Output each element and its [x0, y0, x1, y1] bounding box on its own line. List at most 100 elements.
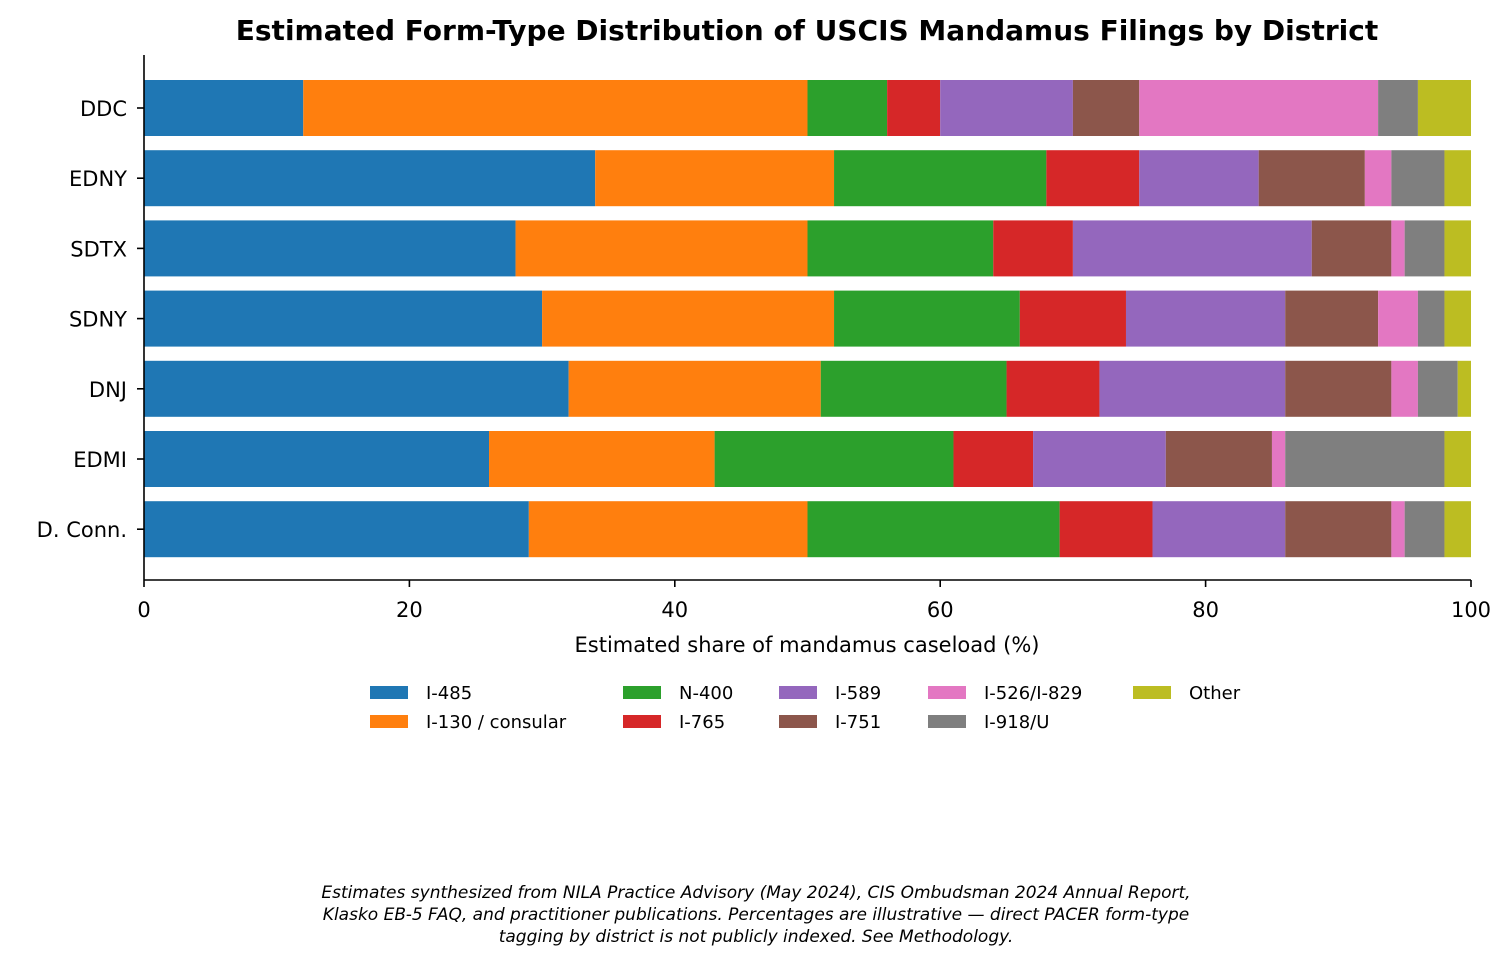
bar-edny-other: [1444, 150, 1471, 207]
x-axis-label: Estimated share of mandamus caseload (%): [575, 633, 1040, 657]
bar-dnj-other: [1457, 360, 1471, 417]
bar-sdtx-other: [1444, 220, 1471, 277]
legend-swatch-i-526-i-829: [928, 686, 966, 699]
bar-d-conn-i-485: [144, 501, 529, 558]
bar-sdny-i-765: [1019, 290, 1126, 347]
footnote-line-3: tagging by district is not publicly inde…: [498, 927, 1014, 947]
bar-d-conn-i-765: [1059, 501, 1153, 558]
bar-dnj-n-400: [820, 360, 1007, 417]
bar-dnj-i-130-consular: [568, 360, 821, 417]
bar-edmi-i-918-u: [1285, 431, 1445, 487]
legend-label-i-130-consular: I-130 / consular: [426, 712, 567, 733]
bar-sdtx-i-130-consular: [515, 220, 808, 277]
bar-dnj-i-765: [1006, 360, 1100, 417]
bar-edmi-i-485: [144, 431, 490, 487]
x-tick-label-100: 100: [1451, 598, 1491, 622]
bar-sdny-n-400: [834, 290, 1020, 347]
y-tick-label-d-conn: D. Conn.: [37, 518, 127, 542]
legend-swatch-i-485: [370, 686, 408, 699]
legend-label-i-526-i-829: I-526/I-829: [984, 683, 1082, 704]
bar-edmi-i-526-i-829: [1271, 431, 1286, 487]
bar-ddc-i-589: [940, 80, 1073, 136]
bar-ddc-i-526-i-829: [1139, 80, 1379, 136]
y-tick-label-edny: EDNY: [69, 167, 127, 191]
bar-edny-i-526-i-829: [1364, 150, 1392, 207]
y-tick-label-edmi: EDMI: [73, 448, 127, 472]
bar-edny-i-485: [144, 150, 596, 207]
bar-ddc-i-130-consular: [303, 80, 808, 136]
bar-sdtx-i-765: [993, 220, 1073, 277]
bar-sdtx-i-918-u: [1404, 220, 1445, 277]
bar-sdny-other: [1444, 290, 1471, 347]
footnote-line-2: Klasko EB-5 FAQ, and practitioner public…: [322, 905, 1190, 925]
bar-sdtx-i-485: [144, 220, 516, 277]
bar-edmi-i-765: [953, 431, 1034, 487]
bar-sdtx-n-400: [807, 220, 994, 277]
x-tick-label-80: 80: [1192, 598, 1219, 622]
y-tick-label-sdny: SDNY: [69, 308, 127, 332]
legend: I-485 I-130 / consular N-400 I-765 I-589 I-75…: [370, 683, 1241, 733]
x-tick-label-60: 60: [927, 598, 954, 622]
footnote-line-1: Estimates synthesized from NILA Practice…: [321, 883, 1191, 903]
legend-swatch-i-589: [779, 686, 817, 699]
bar-d-conn-i-589: [1152, 501, 1286, 558]
bar-d-conn-i-526-i-829: [1391, 501, 1405, 558]
y-tick-label-dnj: DNJ: [89, 378, 127, 402]
bar-edmi-n-400: [714, 431, 954, 487]
bar-sdtx-i-526-i-829: [1391, 220, 1405, 277]
footnote: Estimates synthesized from NILA Practice…: [0, 882, 1512, 948]
x-tick-label-20: 20: [396, 598, 423, 622]
legend-label-i-485: I-485: [426, 683, 472, 704]
bar-edny-n-400: [834, 150, 1047, 207]
bar-d-conn-i-751: [1285, 501, 1392, 558]
bar-dnj-i-526-i-829: [1391, 360, 1418, 417]
legend-label-i-765: I-765: [679, 712, 725, 733]
bar-sdny-i-918-u: [1417, 290, 1445, 347]
legend-swatch-i-765: [623, 715, 661, 728]
bar-d-conn-i-918-u: [1404, 501, 1445, 558]
y-tick-label-sdtx: SDTX: [70, 237, 127, 261]
bar-d-conn-other: [1444, 501, 1471, 558]
bar-d-conn-n-400: [807, 501, 1060, 558]
bar-dnj-i-918-u: [1417, 360, 1458, 417]
legend-label-n-400: N-400: [679, 683, 733, 704]
x-tick-label-0: 0: [137, 598, 150, 622]
bar-sdtx-i-751: [1311, 220, 1392, 277]
chart-title: Estimated Form-Type Distribution of USCI…: [236, 14, 1378, 47]
legend-label-i-589: I-589: [835, 683, 881, 704]
bar-ddc-other: [1417, 80, 1471, 136]
bar-sdny-i-526-i-829: [1378, 290, 1418, 347]
legend-label-other: Other: [1189, 683, 1241, 704]
bar-ddc-i-485: [144, 80, 304, 136]
legend-swatch-other: [1133, 686, 1171, 699]
legend-label-i-918-u: I-918/U: [984, 712, 1049, 733]
bar-d-conn-i-130-consular: [528, 501, 808, 558]
legend-swatch-i-751: [779, 715, 817, 728]
bar-edny-i-589: [1139, 150, 1259, 207]
bar-edmi-i-751: [1165, 431, 1272, 487]
bar-edny-i-765: [1046, 150, 1140, 207]
bar-dnj-i-751: [1285, 360, 1392, 417]
bar-ddc-i-765: [887, 80, 941, 136]
legend-label-i-751: I-751: [835, 712, 881, 733]
bar-edny-i-130-consular: [595, 150, 835, 207]
legend-swatch-i-130-consular: [370, 715, 408, 728]
bars-group: [144, 80, 1471, 558]
bar-sdtx-i-589: [1072, 220, 1312, 277]
bar-edmi-other: [1444, 431, 1471, 487]
y-tick-label-ddc: DDC: [80, 97, 127, 121]
bar-dnj-i-485: [144, 360, 569, 417]
axes-group: 0 20 40 60 80 100 DDC EDNY SDTX SDNY DNJ EDMI D. Con…: [37, 55, 1491, 622]
bar-edny-i-751: [1258, 150, 1365, 207]
bar-ddc-i-918-u: [1378, 80, 1418, 136]
bar-ddc-i-751: [1072, 80, 1140, 136]
bar-edny-i-918-u: [1391, 150, 1445, 207]
bar-edmi-i-130-consular: [489, 431, 715, 487]
bar-sdny-i-485: [144, 290, 543, 347]
bar-sdny-i-589: [1125, 290, 1286, 347]
x-tick-label-40: 40: [661, 598, 688, 622]
legend-swatch-n-400: [623, 686, 661, 699]
bar-ddc-n-400: [807, 80, 888, 136]
bar-sdny-i-130-consular: [542, 290, 835, 347]
bar-dnj-i-589: [1099, 360, 1286, 417]
